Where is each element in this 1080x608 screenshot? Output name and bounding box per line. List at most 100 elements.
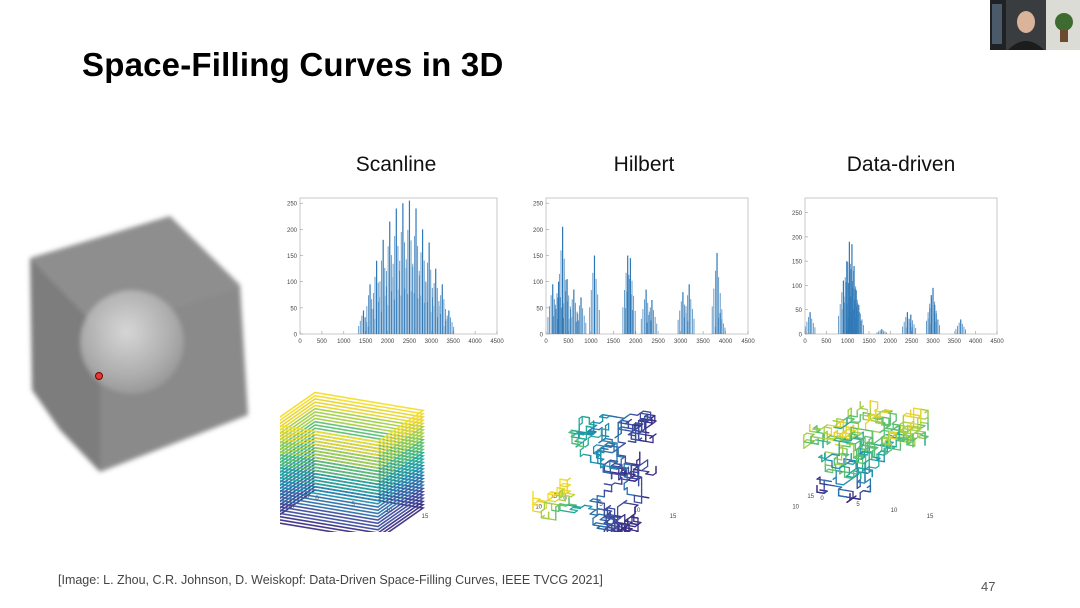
- curve-segment: [630, 431, 640, 435]
- y-tick-label: 15: [807, 494, 814, 500]
- curve-segment: [909, 429, 919, 432]
- curve-segment: [624, 429, 634, 433]
- curve-segment: [837, 488, 847, 492]
- x-tick-label: 500: [821, 339, 832, 345]
- curve-segment: [589, 461, 599, 464]
- curve-segment: [547, 499, 556, 503]
- curve-segment: [835, 482, 845, 486]
- curve-segment: [884, 409, 893, 412]
- curve-segment: [855, 461, 865, 465]
- x-tick-label: 500: [317, 339, 328, 345]
- hilbert-3d-curve: 051015051015051015: [532, 410, 677, 532]
- curve-segment: [595, 457, 605, 460]
- x-tick-label: 0: [544, 339, 548, 345]
- curve-segment: [626, 493, 636, 497]
- curve-segment: [881, 411, 890, 414]
- curve-segment: [869, 419, 879, 423]
- curve-segment: [816, 491, 825, 494]
- curve-segment: [842, 432, 851, 435]
- curve-segment: [849, 421, 858, 425]
- curve-segment: [640, 430, 650, 434]
- curve-segment: [596, 501, 606, 505]
- curve-segment: [864, 429, 873, 432]
- x-tick-label: 4000: [719, 339, 733, 345]
- curve-segment: [826, 424, 836, 427]
- curve-segment: [600, 447, 609, 451]
- y-tick-label: 0: [799, 333, 803, 339]
- curve-segment: [550, 509, 560, 513]
- curve-segment: [920, 408, 929, 412]
- curve-segment: [550, 491, 559, 494]
- y-tick-label: 100: [533, 280, 544, 286]
- x-tick-label: 1000: [584, 339, 598, 345]
- curve-segment: [836, 418, 845, 421]
- curve-segment: [581, 415, 591, 419]
- x-tick-label: 5: [351, 502, 355, 508]
- curve-segment: [639, 419, 649, 422]
- x-tick-label: 0: [298, 339, 302, 345]
- curve-segment: [582, 453, 592, 457]
- curve-segment: [609, 415, 618, 418]
- curve-segment: [810, 435, 819, 439]
- curve-segment: [634, 422, 644, 425]
- column-label-scanline: Scanline: [355, 153, 437, 176]
- curve-segment: [843, 438, 852, 442]
- curve-segment: [547, 518, 557, 521]
- x-tick-label: 3500: [948, 339, 962, 345]
- curve-segment: [620, 426, 630, 429]
- plot-frame: [545, 197, 749, 335]
- y-tick-label: 250: [287, 202, 298, 208]
- curve-segment: [550, 503, 560, 506]
- curve-segment: [888, 444, 897, 448]
- plot-frame: [804, 197, 998, 335]
- x-tick-label: 4500: [741, 339, 755, 345]
- curve-segment: [819, 482, 828, 486]
- curve-segment: [624, 526, 633, 530]
- curve-segment: [803, 441, 812, 444]
- x-tick-label: 1000: [841, 339, 855, 345]
- x-tick-label: 1500: [607, 339, 621, 345]
- curve-segment: [610, 529, 620, 532]
- column-label-data-driven: Data-driven: [846, 153, 956, 176]
- curve-segment: [882, 416, 891, 420]
- curve-segment: [631, 463, 641, 466]
- x-tick-label: 10: [891, 508, 898, 514]
- curve-segment: [623, 463, 633, 466]
- curve-segment: [566, 492, 576, 496]
- curve-segment: [833, 439, 842, 443]
- curve-segment: [617, 454, 627, 457]
- curve-segment: [627, 440, 637, 443]
- x-tick-label: 2500: [403, 339, 417, 345]
- curve-segment: [885, 427, 894, 431]
- curve-segment: [630, 477, 640, 480]
- curve-segment: [859, 407, 869, 411]
- curve-segment: [627, 479, 636, 482]
- curve-segment: [557, 498, 567, 502]
- curve-segment: [872, 430, 881, 434]
- curve-segment: [845, 496, 854, 499]
- curve-segment: [610, 466, 619, 469]
- y-tick-label: 150: [792, 260, 803, 266]
- curve-segment: [857, 447, 867, 451]
- curve-segment: [578, 437, 588, 440]
- curve-segment: [862, 490, 872, 493]
- curve-segment: [853, 431, 863, 434]
- curve-segment: [920, 421, 929, 425]
- curve-segment: [606, 526, 616, 530]
- curve-segment: [617, 421, 627, 425]
- x-tick-label: 500: [563, 339, 574, 345]
- curve-segment: [596, 508, 606, 511]
- curve-segment: [620, 419, 630, 423]
- y-tick-label: 10: [535, 505, 542, 511]
- scanline-layer: [280, 401, 426, 453]
- x-tick-label: 5: [856, 502, 860, 508]
- curve-segment: [633, 494, 643, 498]
- curve-segment: [603, 489, 613, 493]
- curve-segment: [630, 529, 639, 532]
- curve-segment: [640, 469, 650, 473]
- curve-segment: [920, 434, 929, 438]
- curve-segment: [631, 424, 641, 427]
- curve-segment: [589, 513, 598, 516]
